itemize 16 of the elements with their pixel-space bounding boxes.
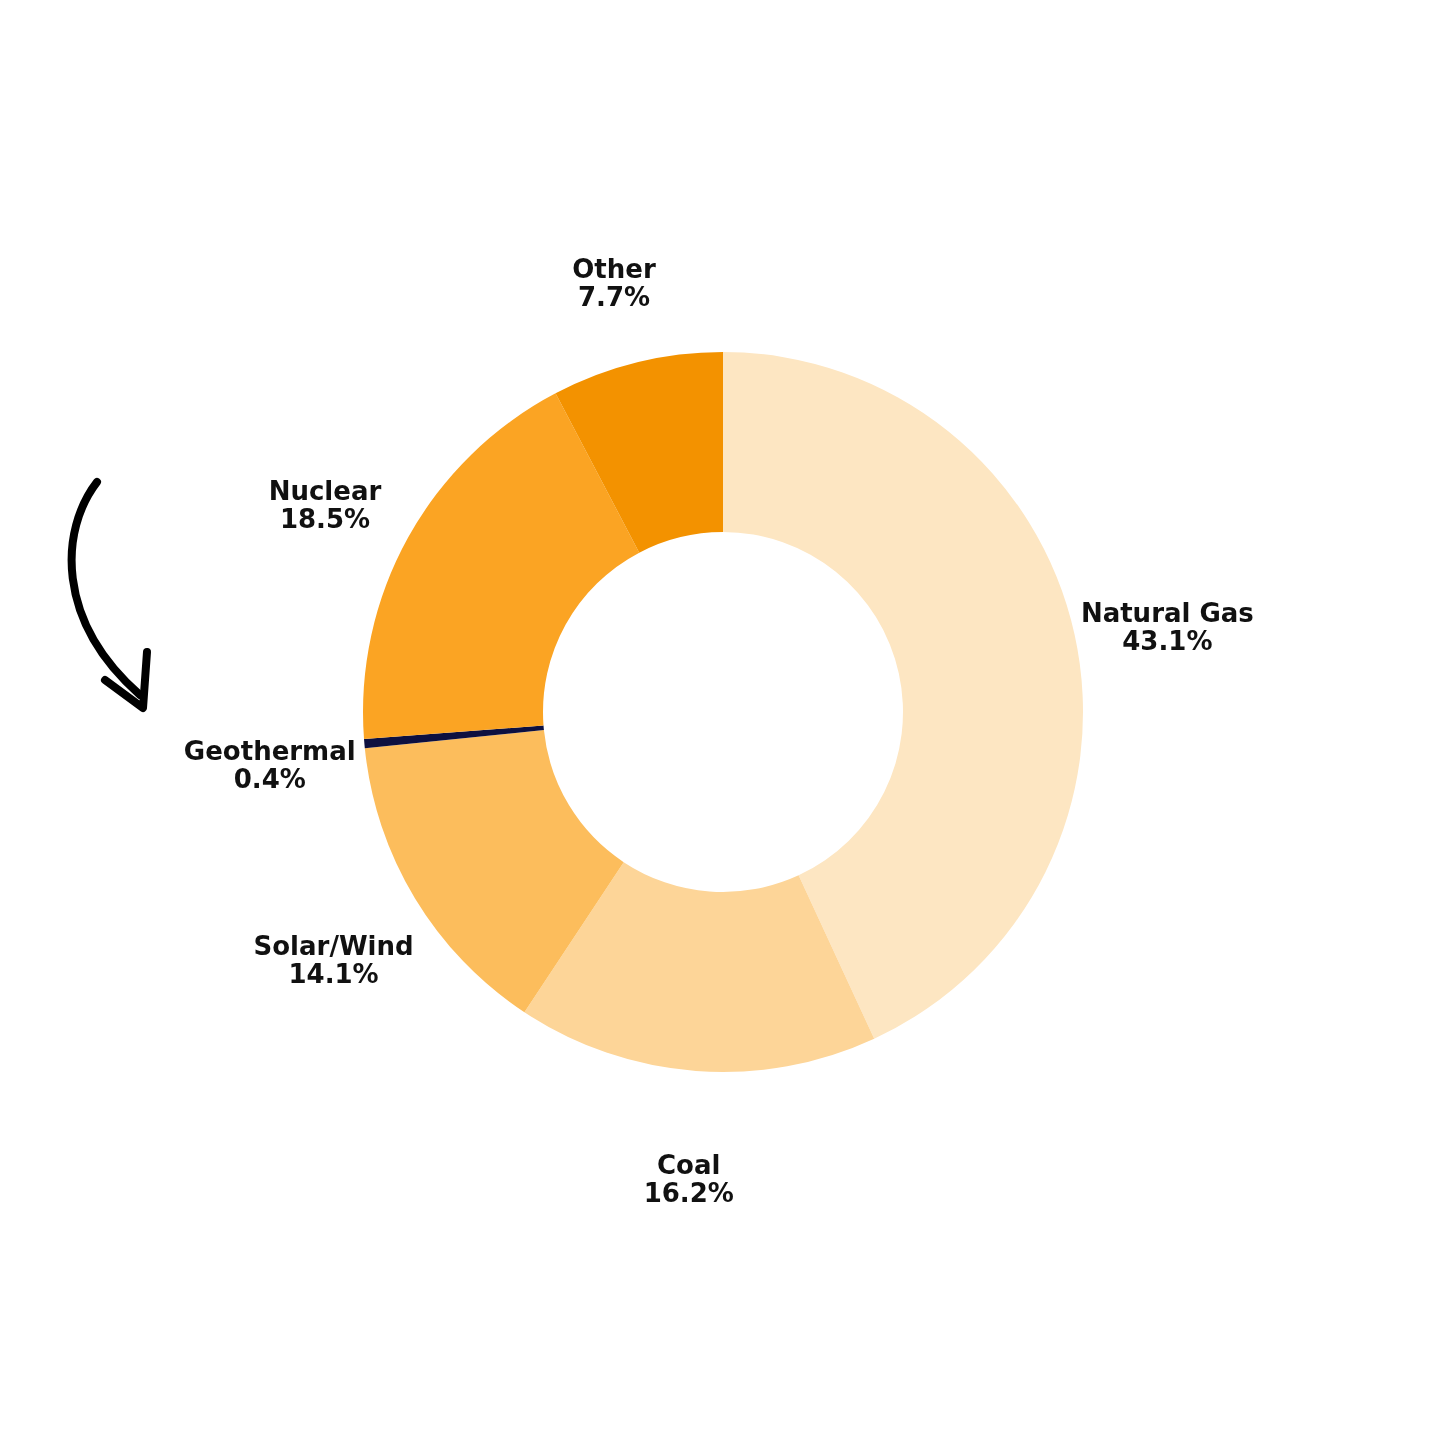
slice-label: Geothermal [183,735,356,766]
data-label: 7.7% [577,282,651,313]
slice-label: Solar/Wind [253,931,414,962]
data-label: 14.1% [288,959,379,990]
slice-label: Coal [657,1149,721,1180]
data-label: 18.5% [279,503,371,534]
donut-slice [524,862,875,1072]
slice-label: Other [572,254,656,285]
donut-slice [555,352,723,553]
slice-label: Natural Gas [1080,598,1254,629]
data-label: 16.2% [643,1177,734,1208]
slice-label: Nuclear [268,475,382,506]
donut-slice [364,725,544,749]
data-label: 0.4% [233,763,306,794]
donut-slice [723,352,1083,1039]
data-label: 43.1% [1122,626,1213,657]
